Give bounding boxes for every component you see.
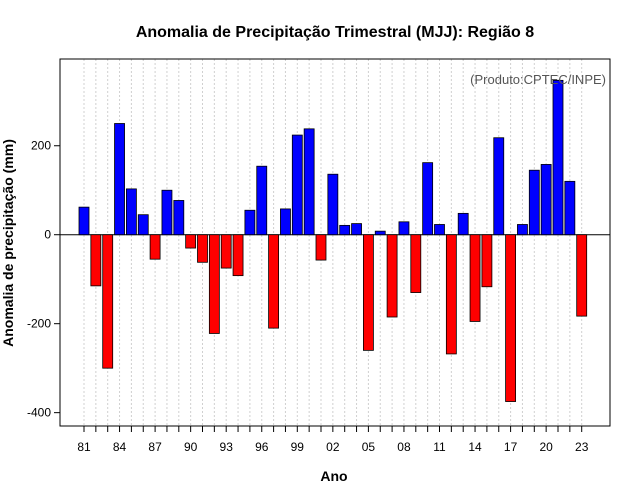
bar-1988 [161, 189, 173, 236]
bar-1985 [126, 188, 137, 236]
x-tick-label: 14 [468, 440, 482, 454]
bars [78, 79, 588, 402]
plot-frame [59, 58, 611, 427]
x-tick-label: 90 [184, 440, 198, 454]
x-tick-label: 81 [77, 440, 91, 454]
x-tick-label: 05 [362, 440, 376, 454]
bar-1989 [173, 200, 185, 236]
bar-2015 [481, 234, 493, 288]
product-credit: (Produto:CPTEC/INPE) [470, 72, 606, 87]
y-tick-label: -200 [27, 317, 51, 331]
bar-1999 [291, 134, 303, 236]
x-tick-label: 08 [397, 440, 411, 454]
bar-1984 [114, 123, 125, 236]
bar-2008 [398, 221, 410, 236]
x-tick-label: 84 [113, 440, 127, 454]
bar-2000 [303, 128, 315, 236]
bar-2016 [493, 137, 505, 236]
bar-2014 [469, 234, 481, 322]
y-axis: -400 -200 0 200 [27, 139, 60, 420]
bar-1983 [102, 234, 114, 369]
x-axis-label: Ano [320, 468, 347, 484]
bar-2003 [339, 224, 351, 236]
bar-2006 [374, 230, 386, 236]
bar-1987 [149, 234, 161, 260]
bar-2019 [528, 169, 540, 236]
bar-1995 [244, 209, 256, 236]
bar-1998 [280, 208, 291, 236]
bar-2011 [434, 224, 445, 236]
x-tick-label: 93 [220, 440, 234, 454]
bar-2018 [517, 224, 528, 236]
bar-1997 [268, 234, 280, 329]
bar-1982 [90, 234, 102, 287]
x-tick-label: 20 [539, 440, 553, 454]
bar-1996 [256, 165, 268, 236]
bar-2020 [540, 164, 552, 236]
y-tick-label: -400 [27, 406, 51, 420]
bar-2009 [410, 234, 422, 293]
x-tick-label: 23 [575, 440, 589, 454]
bar-1990 [185, 234, 197, 249]
x-tick-label: 11 [433, 440, 446, 454]
bar-2021 [552, 79, 564, 236]
bar-1981 [78, 206, 90, 236]
bar-2013 [457, 212, 469, 236]
bar-1986 [137, 214, 149, 236]
bar-2023 [576, 234, 588, 317]
chart-title: Anomalia de Precipitação Trimestral (MJJ… [136, 24, 534, 41]
bar-2022 [564, 180, 576, 236]
x-tick-label: 99 [291, 440, 305, 454]
bar-2012 [445, 234, 457, 355]
bar-1992 [208, 234, 220, 334]
x-tick-label: 96 [255, 440, 269, 454]
bar-2017 [505, 234, 517, 402]
bar-2001 [315, 234, 327, 261]
bar-1994 [232, 234, 244, 277]
bar-2004 [351, 223, 362, 236]
y-tick-label: 200 [31, 139, 51, 153]
bar-1991 [197, 234, 208, 263]
y-axis-label: Anomalia de precipitação (mm) [0, 139, 16, 347]
bar-2007 [386, 234, 398, 318]
x-tick-label: 87 [148, 440, 162, 454]
bar-1993 [220, 234, 232, 269]
bar-2005 [362, 234, 374, 351]
bar-2002 [327, 173, 339, 236]
x-axis: 81 84 87 90 93 96 99 02 05 08 11 14 17 20 23 [77, 426, 589, 454]
x-tick-label: 17 [504, 440, 518, 454]
bar-2010 [422, 162, 434, 236]
x-tick-label: 02 [326, 440, 340, 454]
y-tick-label: 0 [44, 228, 51, 242]
